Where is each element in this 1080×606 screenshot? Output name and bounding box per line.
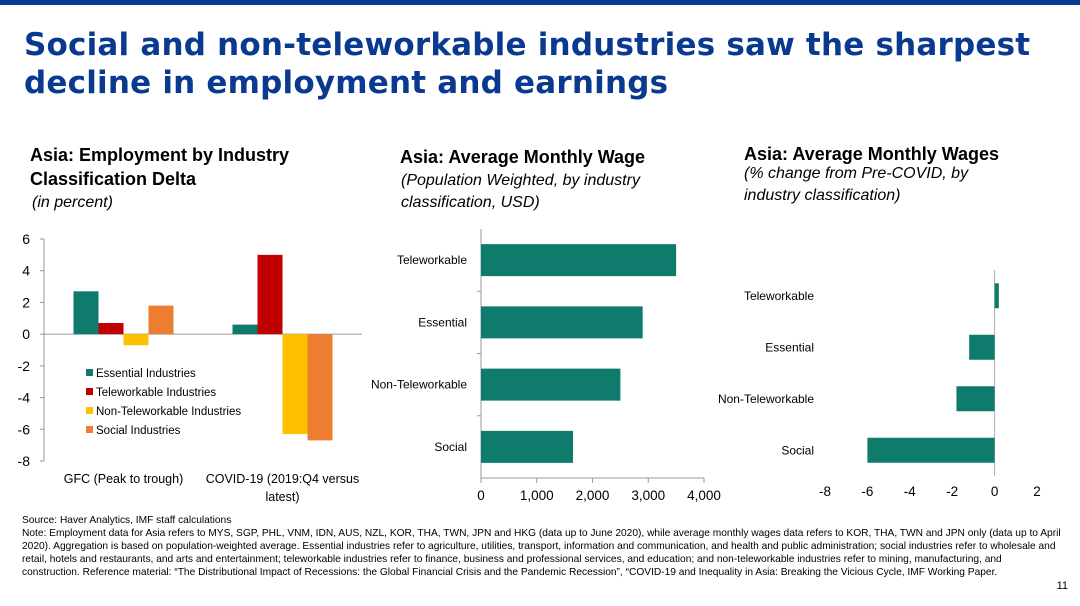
bar-3-1	[123, 334, 149, 346]
bar-2	[969, 334, 995, 360]
x-tick-label: 2	[1033, 484, 1041, 499]
x-tick-label: 3,000	[631, 488, 665, 503]
x-tick-label: -6	[861, 484, 873, 499]
y-tick-label: -8	[18, 453, 31, 469]
category-label: Non-Teleworkable	[718, 392, 814, 406]
y-tick-label: 4	[22, 263, 30, 279]
category-label: Social	[434, 440, 467, 454]
chart2-title: Asia: Average Monthly Wage	[400, 147, 646, 167]
x-category-label: GFC (Peak to trough)	[64, 472, 184, 486]
chart3-title: Asia: Average Monthly Wages	[744, 144, 1000, 164]
legend-swatch	[86, 407, 93, 414]
legend-label: Teleworkable Industries	[96, 387, 216, 399]
y-tick-label: 6	[22, 231, 30, 247]
legend-swatch	[86, 426, 93, 433]
bar-4	[481, 430, 573, 463]
bar-2	[481, 306, 643, 339]
bar-2-1	[98, 323, 124, 335]
legend-label: Social Industries	[96, 425, 181, 437]
bar-1	[994, 283, 999, 309]
bar-4	[867, 437, 995, 463]
bar-3-2	[282, 334, 308, 435]
footnotes: Source: Haver Analytics, IMF staff calcu…	[22, 515, 1062, 580]
y-tick-label: -6	[18, 421, 31, 437]
employment-chart: 6 4 2 0 -2 -4 -6 -8 GFC (Peak to trough) COVID-19…	[18, 231, 362, 504]
x-category-label: COVID-19 (2019:Q4 versus	[206, 472, 360, 486]
legend-swatch	[86, 388, 93, 395]
category-label: Essential	[765, 340, 814, 354]
methodology-note: Note: Employment data for Asia refers to…	[22, 527, 1061, 578]
bar-4-2	[307, 334, 333, 441]
average-wage-chart: 0 1,000 2,000 3,000 4,000 Teleworkable Essenti…	[371, 229, 721, 503]
category-label: Essential	[418, 315, 467, 329]
x-tick-label: 0	[991, 484, 999, 499]
category-label: Social	[781, 443, 814, 457]
bar-1-2	[232, 324, 258, 335]
x-tick-label: -2	[946, 484, 958, 499]
bar-4-1	[148, 305, 174, 335]
chart1-subtitle: (in percent)	[32, 194, 113, 211]
x-category-label-line2: latest)	[265, 490, 299, 504]
bar-1-1	[73, 291, 99, 335]
category-label: Non-Teleworkable	[371, 378, 467, 392]
y-tick-label: 2	[22, 294, 30, 310]
chart2-subtitle: (Population Weighted, by industry classi…	[401, 172, 640, 211]
x-tick-label: -4	[904, 484, 916, 499]
category-label: Teleworkable	[744, 289, 814, 303]
x-tick-label: -8	[819, 484, 831, 499]
category-label: Teleworkable	[397, 253, 467, 267]
x-tick-label: 1,000	[520, 488, 554, 503]
page-number: 11	[1056, 580, 1068, 592]
legend-label: Non-Teleworkable Industries	[96, 406, 241, 418]
bar-2-2	[257, 254, 283, 335]
legend-label: Essential Industries	[96, 368, 196, 380]
y-tick-label: -4	[18, 390, 31, 406]
chart1-title: Asia: Employment by Industry Classificat…	[30, 145, 290, 189]
source-note: Source: Haver Analytics, IMF staff calcu…	[22, 515, 232, 526]
legend-swatch	[86, 369, 93, 376]
slide-title: Social and non-teleworkable industries s…	[24, 27, 1031, 101]
chart3-subtitle: (% change from Pre-COVID, by industry cl…	[744, 165, 969, 204]
x-tick-label: 0	[477, 488, 485, 503]
bar-3	[956, 386, 995, 412]
wage-change-chart: -8 -6 -4 -2 0 2 Teleworkable Essential Non-Telew…	[718, 270, 1041, 499]
top-rule	[0, 0, 1080, 5]
x-tick-label: 2,000	[576, 488, 610, 503]
bar-3	[481, 368, 621, 401]
y-tick-label: 0	[22, 326, 30, 342]
x-tick-label: 4,000	[687, 488, 721, 503]
y-tick-label: -2	[18, 358, 31, 374]
bar-1	[481, 244, 677, 277]
